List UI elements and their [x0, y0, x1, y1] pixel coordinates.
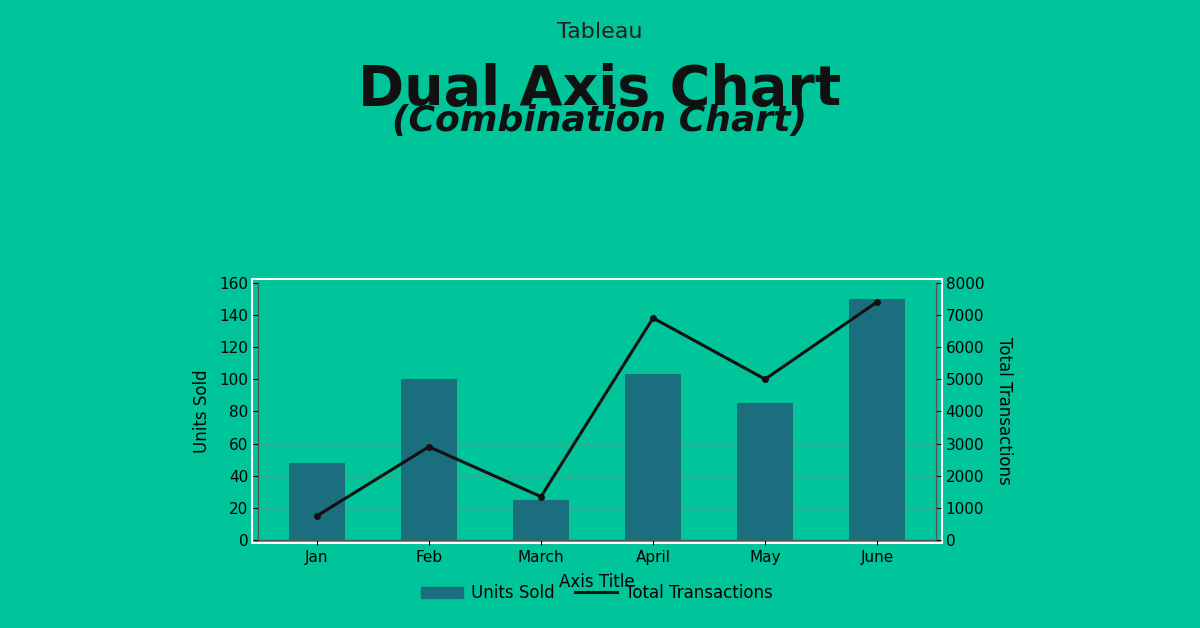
Text: Tableau: Tableau — [557, 22, 643, 42]
Bar — [401, 379, 457, 540]
Bar — [737, 403, 793, 540]
Bar — [850, 299, 905, 540]
Bar — [625, 374, 682, 540]
X-axis label: Axis Title: Axis Title — [559, 573, 635, 591]
Text: Dual Axis Chart: Dual Axis Chart — [359, 63, 841, 117]
Y-axis label: Units Sold: Units Sold — [193, 369, 211, 453]
Bar — [289, 463, 344, 540]
Y-axis label: Total Transactions: Total Transactions — [996, 337, 1014, 485]
Legend: Units Sold, Total Transactions: Units Sold, Total Transactions — [415, 578, 779, 609]
Text: (Combination Chart): (Combination Chart) — [392, 104, 808, 138]
Bar — [512, 500, 569, 540]
